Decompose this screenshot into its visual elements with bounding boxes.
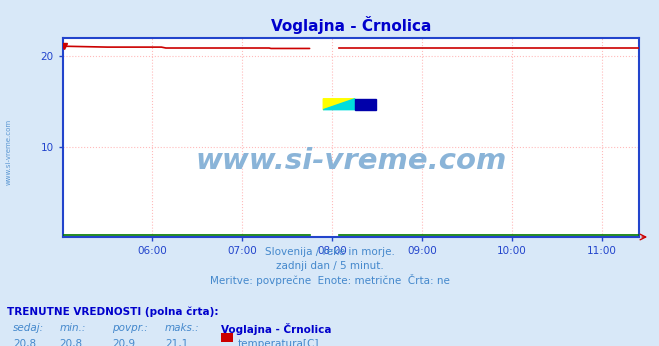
Text: 21,1: 21,1 <box>165 339 188 346</box>
Text: 20,8: 20,8 <box>59 339 82 346</box>
Text: 20,8: 20,8 <box>13 339 36 346</box>
Text: www.si-vreme.com: www.si-vreme.com <box>195 147 507 175</box>
Text: zadnji dan / 5 minut.: zadnji dan / 5 minut. <box>275 261 384 271</box>
Polygon shape <box>324 99 355 110</box>
Text: min.:: min.: <box>59 323 86 333</box>
Text: temperatura[C]: temperatura[C] <box>238 339 320 346</box>
Text: maks.:: maks.: <box>165 323 200 333</box>
Text: TRENUTNE VREDNOSTI (polna črta):: TRENUTNE VREDNOSTI (polna črta): <box>7 306 218 317</box>
Text: 20,9: 20,9 <box>112 339 135 346</box>
Text: Meritve: povprečne  Enote: metrične  Črta: ne: Meritve: povprečne Enote: metrične Črta:… <box>210 274 449 286</box>
Text: www.si-vreme.com: www.si-vreme.com <box>5 119 11 185</box>
Bar <box>355 99 376 110</box>
Text: Slovenija / reke in morje.: Slovenija / reke in morje. <box>264 247 395 257</box>
Text: sedaj:: sedaj: <box>13 323 44 333</box>
Text: povpr.:: povpr.: <box>112 323 148 333</box>
Text: Voglajna - Črnolica: Voglajna - Črnolica <box>221 323 331 335</box>
Polygon shape <box>324 99 355 110</box>
Title: Voglajna - Črnolica: Voglajna - Črnolica <box>271 16 431 34</box>
